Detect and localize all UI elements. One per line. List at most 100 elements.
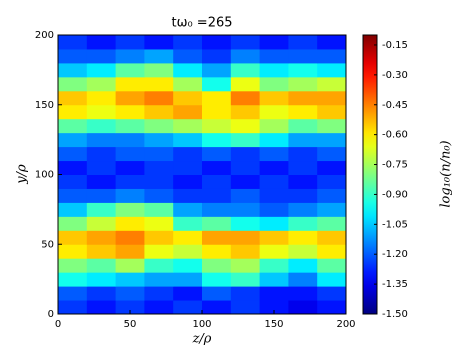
heatmap-cell (58, 244, 88, 259)
heatmap-cell (230, 76, 261, 92)
heatmap-cell (115, 258, 145, 273)
heatmap-cell (173, 202, 203, 217)
heatmap-cell (144, 35, 174, 50)
heatmap-cell (58, 258, 88, 273)
heatmap-cell (317, 174, 347, 189)
heatmap-cell (288, 230, 318, 245)
heatmap-cell (317, 300, 347, 315)
heatmap-cell (144, 230, 174, 245)
heatmap-cell (115, 35, 145, 50)
heatmap-cell (317, 90, 347, 106)
heatmap-cell (230, 104, 261, 120)
heatmap-cell (144, 258, 174, 273)
heatmap-cell (288, 90, 318, 106)
heatmap-cell (230, 216, 261, 231)
heatmap-cell (259, 216, 289, 231)
heatmap-cell (230, 188, 261, 203)
heatmap-cell (288, 272, 318, 287)
heatmap-cell (115, 104, 145, 120)
heatmap-cell (230, 146, 261, 162)
heatmap-cell (173, 76, 203, 92)
heatmap-cell (58, 48, 88, 64)
heatmap-cell (288, 188, 318, 203)
heatmap-cell (173, 300, 203, 315)
heatmap-cell (58, 300, 88, 315)
heatmap-cell (58, 216, 88, 231)
heatmap-cell (202, 272, 232, 287)
heatmap-cell (259, 132, 289, 148)
heatmap-cell (144, 188, 174, 203)
heatmap-cell (144, 174, 174, 189)
heatmap-cell (173, 48, 203, 64)
colorbar-tick-label: -1.20 (382, 249, 408, 260)
heatmap-cell (58, 76, 88, 92)
colorbar-tick-label: -0.30 (382, 70, 408, 81)
colorbar-tick-label: -0.15 (382, 40, 408, 51)
heatmap-cell (202, 118, 232, 134)
heatmap-cell (144, 272, 174, 287)
heatmap-cell (144, 132, 174, 148)
x-tick-label: 50 (124, 319, 137, 330)
heatmap-cell (230, 258, 261, 273)
heatmap-cell (58, 230, 88, 245)
heatmap-cell (86, 230, 117, 245)
heatmap-cell (115, 132, 145, 148)
heatmap-cell (259, 118, 289, 134)
heatmap-cell (317, 202, 347, 217)
y-tick-label: 0 (48, 309, 54, 320)
heatmap-cell (230, 132, 261, 148)
heatmap-cell (202, 160, 232, 175)
heatmap-cell (230, 244, 261, 259)
heatmap-cell (202, 300, 232, 315)
colorbar-tick-label: -1.05 (382, 219, 408, 230)
heatmap-cell (173, 160, 203, 175)
heatmap-cell (86, 272, 117, 287)
colorbar (362, 34, 378, 315)
heatmap-cell (288, 48, 318, 64)
heatmap-cell (58, 174, 88, 189)
heatmap-cell (58, 35, 88, 50)
heatmap-cell (58, 286, 88, 301)
heatmap-cell (259, 48, 289, 64)
heatmap-cell (288, 174, 318, 189)
heatmap-cell (173, 146, 203, 162)
heatmap-cell (317, 76, 347, 92)
y-tick-label: 150 (35, 100, 54, 111)
heatmap-cell (86, 146, 117, 162)
heatmap-cell (202, 174, 232, 189)
heatmap-cell (288, 300, 318, 315)
heatmap-cell (259, 35, 289, 50)
heatmap-cell (288, 286, 318, 301)
heatmap-cell (288, 258, 318, 273)
heatmap-cell (259, 258, 289, 273)
heatmap-cell (86, 160, 117, 175)
heatmap-cell (86, 35, 117, 50)
heatmap-cell (317, 188, 347, 203)
chart-title: tω₀ =265 (171, 16, 232, 31)
heatmap-cell (115, 76, 145, 92)
heatmap-cell (230, 202, 261, 217)
heatmap-cell (86, 90, 117, 106)
heatmap-cell (115, 90, 145, 106)
heatmap-cell (288, 35, 318, 50)
heatmap-cell (173, 104, 203, 120)
colorbar-tick-label: -0.45 (382, 100, 408, 111)
x-axis-label: z/ρ (192, 332, 212, 347)
heatmap-cell (288, 132, 318, 148)
colorbar-tick-label: -1.50 (382, 309, 408, 320)
heatmap-cell (202, 146, 232, 162)
heatmap-cell (173, 35, 203, 50)
heatmap-cell (115, 230, 145, 245)
heatmap-cell (144, 90, 174, 106)
heatmap-cell (115, 202, 145, 217)
heatmap-cell (202, 216, 232, 231)
heatmap-cell (317, 62, 347, 78)
heatmap-cell (288, 118, 318, 134)
heatmap-cell (144, 202, 174, 217)
heatmap-cell (230, 230, 261, 245)
heatmap-cell (115, 174, 145, 189)
heatmap-cell (144, 118, 174, 134)
heatmap-cell (259, 160, 289, 175)
heatmap-cell (230, 90, 261, 106)
heatmap-cell (86, 188, 117, 203)
